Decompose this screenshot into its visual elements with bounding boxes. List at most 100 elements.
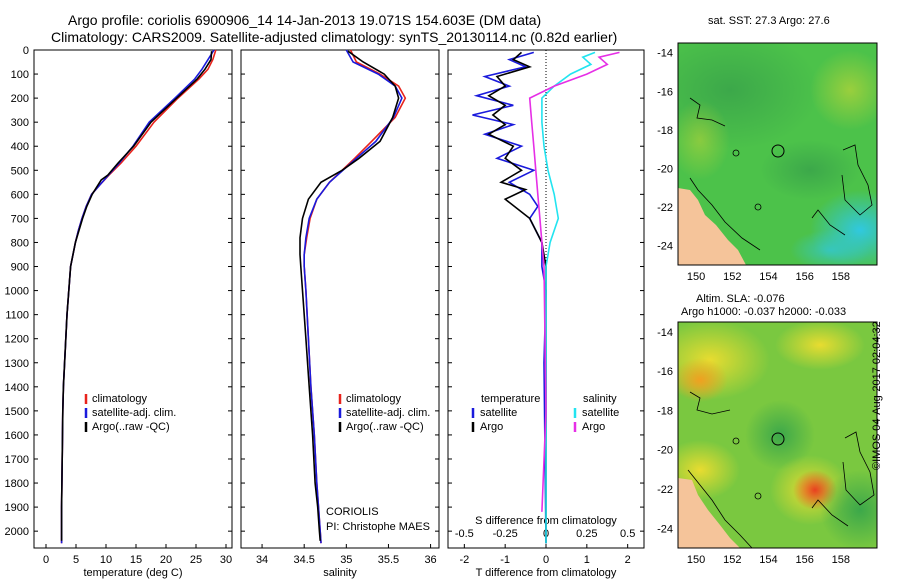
- map-y-tick-label: -20: [657, 445, 673, 457]
- map-x-tick-label: 158: [832, 554, 850, 566]
- legend-entry: satellite-adj. clim.: [346, 407, 430, 419]
- map-y-tick-label: -18: [657, 125, 673, 137]
- x-axis-label: T difference from climatology: [476, 567, 617, 579]
- series-line-satellite: [541, 51, 596, 544]
- depth-tick-label: 2000: [5, 526, 29, 538]
- legend-title-salinity: salinity: [583, 393, 617, 405]
- x-tick-label: 35.5: [378, 554, 399, 566]
- map-y-tick-label: -18: [657, 405, 673, 417]
- depth-tick-label: 1500: [5, 406, 29, 418]
- map-y-tick-label: -22: [657, 484, 673, 496]
- series-line-climatology: [60, 49, 217, 544]
- x-tick-label: 0: [43, 554, 49, 566]
- x-tick-label: 35: [340, 554, 352, 566]
- depth-tick-label: 700: [11, 213, 29, 225]
- legend-entry: Argo(..raw -QC): [346, 421, 424, 433]
- map-y-tick-label: -24: [657, 241, 673, 253]
- depth-tick-label: 500: [11, 165, 29, 177]
- map-x-tick-label: 154: [759, 554, 777, 566]
- coriolis-label: CORIOLIS: [326, 506, 379, 518]
- top-x-tick-label: -0.25: [493, 528, 518, 540]
- map-y-tick-label: -20: [657, 163, 673, 175]
- depth-tick-label: 1400: [5, 382, 29, 394]
- top-x-tick-label: -0.5: [455, 528, 474, 540]
- depth-tick-label: 900: [11, 262, 29, 274]
- series-line-argorawqc: [60, 51, 213, 541]
- top-x-tick-label: 0.5: [620, 528, 635, 540]
- map-y-tick-label: -22: [657, 202, 673, 214]
- series-line-satellite: [472, 51, 547, 544]
- map-y-tick-label: -24: [657, 523, 673, 535]
- map-x-tick-label: 152: [723, 271, 741, 283]
- legend-entry: satellite: [582, 407, 619, 419]
- map-y-tick-label: -14: [657, 327, 673, 339]
- sla-map-subtitle: Argo h1000: -0.037 h2000: -0.033: [681, 306, 847, 318]
- x-tick-label: 34: [256, 554, 268, 566]
- salinity-axes: [240, 49, 440, 549]
- imos-stamp: ©IMOS 04-Aug-2017 02:04:32: [871, 321, 883, 470]
- x-tick-label: -1: [500, 554, 510, 566]
- depth-tick-label: 1000: [5, 286, 29, 298]
- x-tick-label: 34.5: [293, 554, 314, 566]
- series-line-argorawqc: [299, 50, 400, 541]
- legend-entry: climatology: [346, 393, 402, 405]
- series-line-argo: [487, 51, 547, 544]
- sla-map: [678, 322, 877, 548]
- series-line-climatology: [303, 49, 407, 544]
- x-tick-label: 36: [424, 554, 436, 566]
- legend-entry: Argo: [480, 421, 503, 433]
- depth-tick-label: 400: [11, 141, 29, 153]
- map-x-tick-label: 150: [687, 554, 705, 566]
- figure-title-line2: Climatology: CARS2009. Satellite-adjuste…: [51, 29, 618, 45]
- sla-map-title: Altim. SLA: -0.076: [696, 293, 785, 305]
- x-tick-label: 5: [73, 554, 79, 566]
- depth-tick-label: 1800: [5, 478, 29, 490]
- x-tick-label: -2: [459, 554, 469, 566]
- depth-tick-label: 1700: [5, 454, 29, 466]
- x-tick-label: 15: [130, 554, 142, 566]
- sst-map-frame: [677, 42, 878, 266]
- x-axis-label: temperature (deg C): [83, 567, 182, 579]
- sla-map-frame: [677, 321, 878, 549]
- series-line-satelliteadjclim: [60, 49, 215, 544]
- legend-entry: Argo(..raw -QC): [92, 421, 170, 433]
- depth-tick-label: 800: [11, 237, 29, 249]
- sst-map-title: sat. SST: 27.3 Argo: 27.6: [708, 15, 830, 27]
- map-x-tick-label: 150: [687, 271, 705, 283]
- depth-tick-label: 600: [11, 189, 29, 201]
- map-x-tick-label: 152: [723, 554, 741, 566]
- depth-tick-label: 300: [11, 117, 29, 129]
- x-tick-label: 20: [160, 554, 172, 566]
- legend-entry: satellite: [480, 407, 517, 419]
- legend-entry: Argo: [582, 421, 605, 433]
- x-tick-label: 10: [100, 554, 112, 566]
- pi-label: PI: Christophe MAES: [326, 521, 430, 533]
- depth-tick-label: 1100: [5, 310, 29, 322]
- x-tick-label: 2: [625, 554, 631, 566]
- map-y-tick-label: -16: [657, 86, 673, 98]
- figure-title-line1: Argo profile: coriolis 6900906_14 14-Jan…: [68, 12, 542, 28]
- depth-tick-label: 1900: [5, 502, 29, 514]
- sst-map: [678, 43, 877, 265]
- depth-tick-label: 200: [11, 93, 29, 105]
- depth-tick-label: 1600: [5, 430, 29, 442]
- series-line-argo: [528, 51, 620, 512]
- x-tick-label: 30: [220, 554, 232, 566]
- map-y-tick-label: -14: [657, 48, 673, 60]
- top-x-tick-label: 0.25: [576, 528, 597, 540]
- depth-tick-label: 100: [11, 69, 29, 81]
- legend-entry: satellite-adj. clim.: [92, 407, 176, 419]
- legend-entry: climatology: [92, 393, 148, 405]
- legend-title-temperature: temperature: [481, 393, 540, 405]
- x-axis-label: salinity: [323, 567, 357, 579]
- depth-tick-label: 1200: [5, 334, 29, 346]
- temperature-axes: [33, 49, 233, 549]
- x-tick-label: 1: [584, 554, 590, 566]
- map-x-tick-label: 158: [832, 271, 850, 283]
- map-x-tick-label: 154: [759, 271, 777, 283]
- depth-tick-label: 0: [23, 45, 29, 57]
- map-x-tick-label: 156: [795, 271, 813, 283]
- map-x-tick-label: 156: [795, 554, 813, 566]
- series-line-satelliteadjclim: [303, 49, 403, 544]
- depth-tick-label: 1300: [5, 358, 29, 370]
